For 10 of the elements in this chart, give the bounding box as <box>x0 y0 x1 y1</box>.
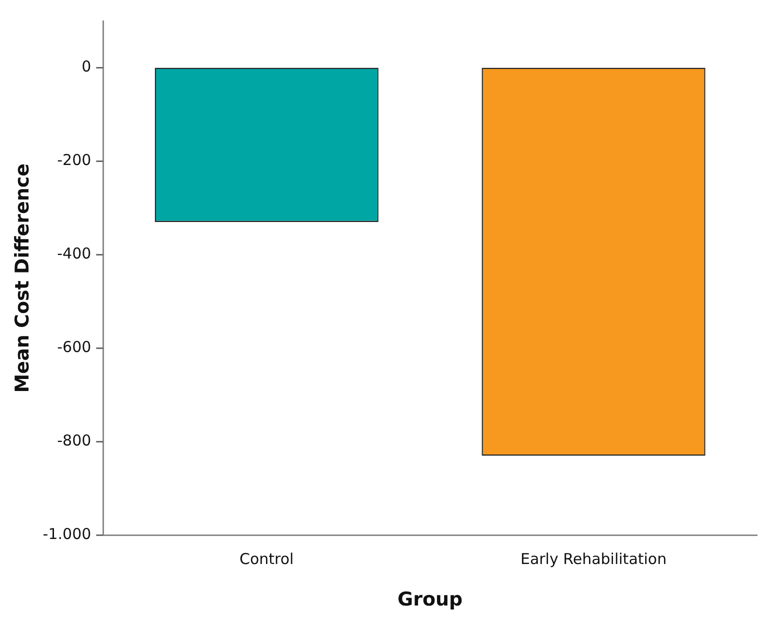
x-tick-label: Control <box>240 550 294 568</box>
y-tick-label: -600 <box>57 338 92 356</box>
y-tick-label: -1.000 <box>42 525 92 544</box>
x-axis-title: Group <box>398 588 463 611</box>
y-tick-label: -400 <box>57 244 92 263</box>
y-tick-label: -200 <box>57 151 92 170</box>
y-tick-label: 0 <box>82 58 92 76</box>
y-tick-label: -800 <box>57 432 92 450</box>
x-tick-label: Early Rehabilitation <box>520 550 667 568</box>
y-axis-title: Mean Cost Difference <box>11 163 34 393</box>
